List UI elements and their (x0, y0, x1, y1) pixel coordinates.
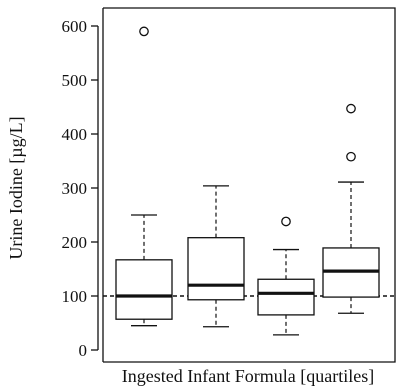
iqr-box (257, 278, 315, 316)
y-tick-label-600: 600 (62, 17, 88, 36)
outlier-point (346, 151, 356, 162)
y-tick-label-100: 100 (62, 287, 88, 306)
plot-border (103, 7, 396, 363)
x-axis-title: Ingested Infant Formula [quartiles] (122, 366, 374, 386)
box-quartile-1 (115, 26, 173, 327)
outlier-point (346, 103, 356, 114)
box-quartile-2 (187, 185, 245, 328)
y-tick-label-500: 500 (62, 71, 88, 90)
outlier-point (139, 26, 149, 37)
outlier-point (281, 216, 291, 227)
box-quartile-4 (322, 103, 380, 314)
y-tick-label-300: 300 (62, 179, 88, 198)
y-tick-label-400: 400 (62, 125, 88, 144)
y-axis-title: Urine Iodine [µg/L] (6, 116, 26, 259)
iqr-box (115, 259, 173, 320)
y-tick-label-0: 0 (79, 341, 88, 360)
box-quartile-3 (257, 216, 315, 336)
y-tick-label-200: 200 (62, 233, 88, 252)
iqr-box (187, 237, 245, 301)
